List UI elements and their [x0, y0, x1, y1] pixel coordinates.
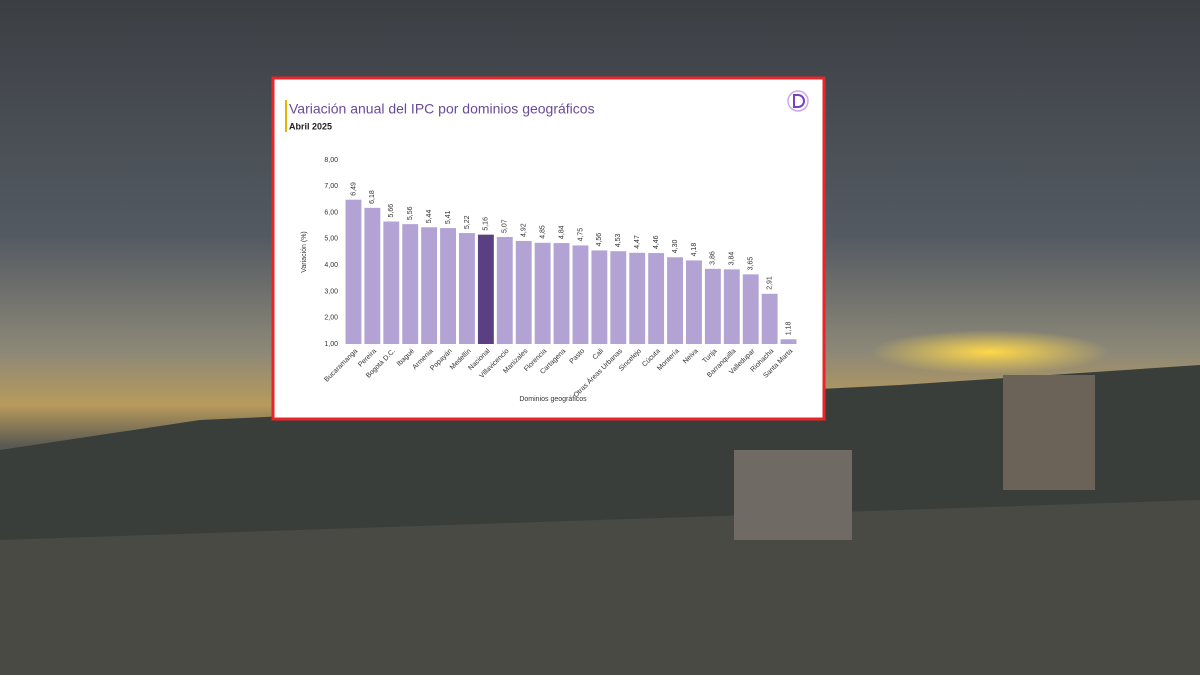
value-label: 1,18: [785, 322, 792, 336]
value-label: 4,30: [672, 240, 679, 254]
y-tick-label: 1,00: [324, 341, 338, 348]
y-tick-label: 8,00: [324, 157, 338, 164]
building: [734, 450, 852, 540]
bar: [515, 240, 532, 344]
y-tick-label: 6,00: [324, 209, 338, 216]
y-tick-label: 2,00: [324, 315, 338, 322]
value-label: 2,91: [766, 276, 773, 290]
bar: [648, 253, 665, 344]
value-label: 4,56: [596, 233, 603, 247]
bar: [572, 245, 589, 344]
bar: [496, 237, 513, 344]
bar: [591, 250, 608, 344]
value-label: 4,46: [653, 235, 660, 249]
value-label: 4,92: [521, 223, 528, 237]
bar: [667, 257, 683, 344]
chart-subtitle: Abril 2025: [289, 121, 332, 131]
tower: [1003, 375, 1095, 490]
bar: [780, 339, 797, 344]
y-axis-label: Variación (%): [301, 231, 308, 273]
value-label: 4,18: [691, 243, 698, 257]
value-label: 3,65: [748, 257, 755, 271]
value-label: 4,84: [558, 225, 565, 239]
bar: [459, 233, 475, 344]
city: [0, 500, 1200, 675]
bar: [421, 227, 438, 344]
chart-title: Variación anual del IPC por dominios geo…: [289, 101, 595, 117]
x-axis-label: Dominios geográficos: [519, 396, 587, 403]
bar: [364, 207, 381, 344]
bar: [402, 224, 419, 344]
value-label: 4,85: [539, 225, 546, 239]
bar: [383, 221, 400, 344]
bar: [761, 293, 778, 344]
value-label: 3,84: [729, 252, 736, 266]
value-label: 4,75: [577, 228, 584, 242]
value-label: 6,49: [350, 182, 357, 196]
bar: [440, 228, 456, 344]
logo-mark: [793, 94, 805, 108]
y-tick-label: 3,00: [324, 288, 338, 295]
y-tick-label: 7,00: [324, 183, 338, 190]
y-tick-label: 4,00: [324, 262, 338, 269]
bar: [742, 274, 759, 344]
value-label: 6,18: [369, 190, 376, 204]
bar: [477, 234, 494, 344]
value-label: 5,22: [464, 215, 471, 229]
sunset-glow: [870, 330, 1110, 374]
bar: [553, 243, 570, 344]
bar: [610, 251, 627, 344]
bar: [534, 242, 551, 344]
value-label: 3,86: [710, 251, 717, 265]
value-label: 5,41: [445, 210, 452, 224]
bar: [629, 252, 646, 344]
logo: [787, 90, 809, 112]
bar: [686, 260, 702, 344]
bar: [345, 199, 362, 344]
value-label: 5,66: [388, 204, 395, 218]
value-label: 5,07: [502, 219, 509, 233]
value-label: 4,47: [634, 235, 641, 249]
value-label: 5,56: [407, 206, 414, 220]
bar: [704, 268, 721, 344]
value-label: 4,53: [615, 233, 622, 247]
y-tick-label: 5,00: [324, 236, 338, 243]
bar: [723, 269, 740, 344]
title-accent: [285, 100, 287, 132]
value-label: 5,16: [483, 217, 490, 231]
value-label: 5,44: [426, 210, 433, 224]
